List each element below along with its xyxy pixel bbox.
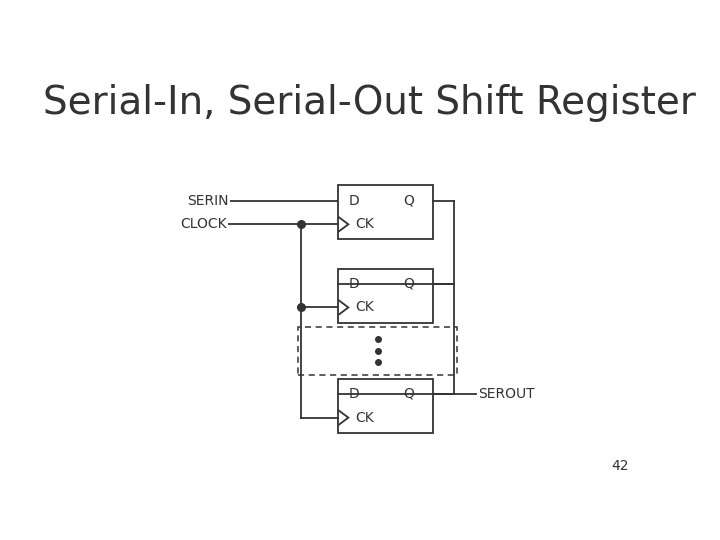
Text: D: D bbox=[348, 193, 359, 207]
Bar bbox=[338, 185, 433, 239]
Text: 42: 42 bbox=[611, 459, 629, 473]
Text: SEROUT: SEROUT bbox=[478, 387, 534, 401]
Text: SERIN: SERIN bbox=[187, 193, 228, 207]
Bar bbox=[298, 327, 457, 375]
Text: Q: Q bbox=[402, 193, 414, 207]
Text: Serial-In, Serial-Out Shift Register: Serial-In, Serial-Out Shift Register bbox=[42, 84, 696, 122]
Bar bbox=[338, 268, 433, 322]
Text: CK: CK bbox=[355, 300, 374, 314]
Text: D: D bbox=[348, 387, 359, 401]
Bar bbox=[338, 379, 433, 433]
Text: Q: Q bbox=[402, 276, 414, 291]
Text: CLOCK: CLOCK bbox=[180, 217, 227, 231]
Text: CK: CK bbox=[355, 410, 374, 424]
Text: CK: CK bbox=[355, 217, 374, 231]
Text: Q: Q bbox=[402, 387, 414, 401]
Text: D: D bbox=[348, 276, 359, 291]
